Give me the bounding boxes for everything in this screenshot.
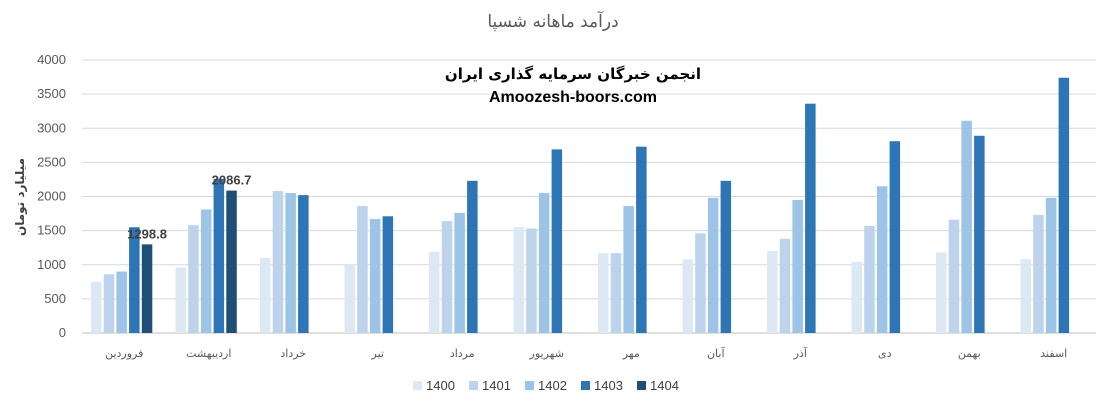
y-tick-label: 500	[44, 291, 66, 306]
bar-1401-7	[610, 253, 622, 333]
x-tick-label: اسفند	[1040, 347, 1067, 360]
x-tick-label: اردیبهشت	[186, 347, 231, 360]
bar-1402-1	[116, 271, 127, 333]
bar-1401-12	[1033, 214, 1044, 333]
bar-1401-6	[526, 228, 537, 333]
bar-1402-9	[792, 199, 803, 333]
bar-1402-2	[200, 209, 212, 333]
y-axis-ticks: 0 500 1000 1500 2000 2500 3000 3500 4000	[37, 52, 66, 340]
data-label: 1298.8	[127, 226, 167, 241]
legend-swatch-1404	[637, 381, 646, 390]
legend-swatch-1403	[581, 381, 590, 390]
y-tick-label: 2500	[37, 154, 66, 169]
legend: 1400 1401 1402 1403 1404	[413, 378, 679, 393]
bar-1403-11	[974, 135, 985, 333]
bar-1402-5	[454, 212, 465, 333]
x-tick-label: خرداد	[280, 347, 306, 360]
bar-1400-4	[344, 264, 355, 333]
bar-1402-11	[961, 120, 972, 334]
legend-label-1400: 1400	[426, 378, 455, 393]
bar-1403-9	[805, 103, 816, 334]
bar-1404-1	[141, 244, 153, 333]
x-tick-label: تیر	[371, 347, 384, 360]
bar-1403-6	[551, 149, 563, 333]
x-tick-label: دی	[878, 347, 892, 360]
y-tick-label: 3500	[37, 86, 66, 101]
bar-1400-9	[767, 251, 778, 333]
bar-1403-2	[213, 178, 225, 333]
gridlines	[82, 59, 1096, 334]
data-labels: 1298.8 2086.7	[127, 173, 251, 242]
bar-1401-8	[695, 233, 706, 333]
bar-1400-11	[936, 252, 947, 333]
bar-1401-10	[864, 225, 875, 333]
bar-1403-1	[129, 227, 140, 333]
x-tick-label: بهمن	[958, 347, 981, 360]
bar-1403-3	[298, 195, 309, 333]
bar-1400-1	[91, 281, 102, 333]
x-tick-label: مرداد	[450, 347, 475, 360]
bar-1400-3	[260, 257, 271, 333]
legend-label-1403: 1403	[594, 378, 623, 393]
bar-1400-7	[598, 253, 609, 333]
watermark: انجمن خبرگان سرمایه گذاری ایران Amoozesh…	[445, 65, 701, 106]
bar-1403-7	[636, 146, 647, 333]
x-tick-label: فروردین	[105, 347, 143, 360]
bar-1403-5	[467, 180, 478, 333]
bar-1401-1	[103, 274, 115, 333]
legend-swatch-1401	[469, 381, 478, 390]
bars	[91, 77, 1070, 334]
watermark-line2: Amoozesh-boors.com	[489, 89, 657, 106]
bar-1403-4	[382, 216, 394, 333]
bar-1403-12	[1058, 77, 1070, 334]
bar-1400-5	[429, 251, 440, 333]
watermark-line1: انجمن خبرگان سرمایه گذاری ایران	[445, 65, 701, 83]
bar-1401-2	[188, 225, 199, 333]
x-tick-label: شهریور	[529, 347, 564, 360]
bar-1402-7	[623, 206, 634, 333]
x-axis-labels: فروردین اردیبهشت خرداد تیر مرداد شهریور مهر آبا…	[105, 346, 1067, 360]
y-tick-label: 3000	[37, 120, 66, 135]
y-tick-label: 2000	[37, 189, 66, 204]
legend-label-1401: 1401	[482, 378, 511, 393]
data-label: 2086.7	[212, 173, 252, 188]
y-axis-label: میلیارد تومان	[13, 158, 28, 236]
bar-1402-6	[538, 193, 550, 333]
bar-1401-11	[948, 219, 960, 333]
y-tick-label: 1000	[37, 257, 66, 272]
bar-1400-8	[682, 259, 693, 333]
bar-1402-10	[876, 186, 888, 333]
legend-label-1402: 1402	[538, 378, 567, 393]
bar-1403-8	[720, 180, 732, 333]
bar-1401-3	[272, 191, 284, 333]
legend-swatch-1400	[413, 381, 422, 390]
bar-1400-12	[1020, 259, 1031, 333]
bar-1401-5	[441, 221, 453, 333]
x-tick-label: آذر	[793, 346, 808, 360]
bar-1401-4	[357, 206, 368, 333]
x-tick-label: آبان	[707, 346, 725, 360]
bar-1400-6	[513, 227, 524, 333]
bar-1402-3	[285, 193, 296, 333]
chart-title: درآمد ماهانه شسپا	[487, 10, 618, 32]
x-tick-label: مهر	[622, 347, 640, 360]
bar-1404-2	[226, 190, 237, 333]
bar-1402-8	[707, 197, 719, 333]
legend-swatch-1402	[525, 381, 534, 390]
y-tick-label: 4000	[37, 52, 66, 67]
bar-1402-4	[369, 219, 381, 333]
bar-1400-2	[175, 267, 186, 333]
bar-1402-12	[1045, 197, 1057, 333]
y-tick-label: 0	[59, 325, 66, 340]
legend-label-1404: 1404	[650, 378, 679, 393]
bar-1400-10	[851, 262, 862, 333]
bar-1401-9	[779, 238, 791, 333]
y-tick-label: 1500	[37, 223, 66, 238]
bar-1403-10	[889, 141, 901, 333]
